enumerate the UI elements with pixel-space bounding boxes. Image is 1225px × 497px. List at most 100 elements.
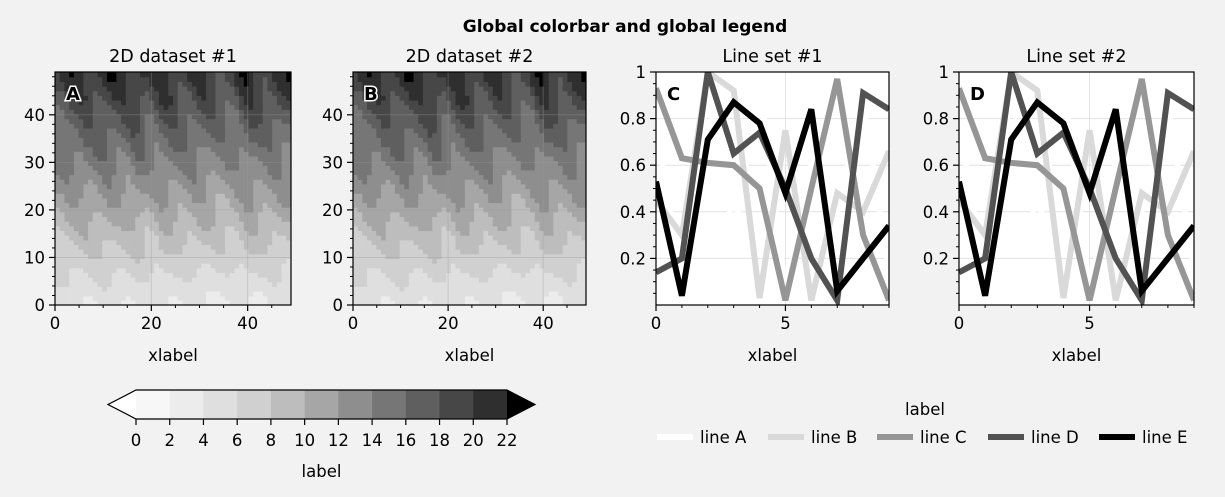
x-tick-label: 40 <box>237 314 258 333</box>
contour-cell <box>206 281 212 287</box>
contour-cell <box>366 95 373 101</box>
contour-cell <box>92 151 99 157</box>
contour-cell <box>408 295 415 301</box>
contour-cell <box>394 174 401 180</box>
contour-cell <box>502 137 508 143</box>
contour-cell <box>427 109 433 115</box>
contour-cell <box>371 211 377 218</box>
contour-cell <box>224 235 231 241</box>
contour-cell <box>257 193 264 199</box>
contour-cell <box>408 202 415 208</box>
contour-cell <box>371 230 377 236</box>
contour-cell <box>64 193 70 199</box>
contour-cell <box>539 151 545 157</box>
contour-cell <box>385 239 391 246</box>
contour-cell <box>215 291 221 297</box>
contour-cell <box>102 72 108 78</box>
contour-cell <box>248 85 254 92</box>
contour-cell <box>572 249 578 255</box>
contour-cell <box>88 291 94 297</box>
contour-cell <box>362 118 368 124</box>
contour-cell <box>55 118 61 124</box>
contour-cell <box>257 230 264 236</box>
contour-cell <box>562 202 568 208</box>
contour-cell <box>390 123 396 129</box>
contour-cell <box>281 202 287 208</box>
contour-cell <box>224 202 231 208</box>
contour-cell <box>139 165 146 171</box>
contour-cell <box>530 193 536 199</box>
contour-cell <box>229 85 235 92</box>
contour-cell <box>492 81 499 87</box>
contour-cell <box>220 109 226 115</box>
contour-cell <box>158 113 165 120</box>
contour-cell <box>357 109 363 115</box>
contour-cell <box>469 202 475 208</box>
contour-cell <box>187 132 193 138</box>
contour-cell <box>215 197 221 204</box>
contour-cell <box>432 179 438 185</box>
contour-cell <box>408 104 415 110</box>
contour-cell <box>168 160 174 166</box>
contour-cell <box>366 263 373 269</box>
contour-cell <box>106 263 113 269</box>
contour-cell <box>450 202 457 208</box>
contour-cell <box>572 225 578 232</box>
contour-cell <box>248 127 254 134</box>
contour-cell <box>139 141 146 148</box>
contour-cell <box>135 258 141 264</box>
contour-cell <box>413 174 419 180</box>
contour-cell <box>562 272 568 278</box>
axes-frame <box>54 71 292 306</box>
contour-cell <box>432 118 438 124</box>
contour-cell <box>257 291 264 297</box>
contour-cell <box>562 193 568 199</box>
contour-cell <box>111 109 117 115</box>
contour-cell <box>64 239 70 246</box>
contour-cell <box>206 291 212 297</box>
contour-cell <box>206 99 212 106</box>
contour-cell <box>78 277 84 283</box>
contour-cell <box>64 267 70 273</box>
contour-cell <box>366 109 373 115</box>
contour-cell <box>432 277 438 283</box>
contour-cell <box>210 291 217 297</box>
contour-cell <box>362 137 368 143</box>
contour-cell <box>253 258 259 264</box>
contour-cell <box>83 127 89 134</box>
contour-cell <box>262 202 268 208</box>
contour-cell <box>492 230 499 236</box>
contour-cell <box>483 272 489 278</box>
contour-cell <box>399 90 405 96</box>
contour-cell <box>173 95 179 101</box>
contour-cell <box>102 169 108 176</box>
contour-cell <box>196 113 202 120</box>
contour-cell <box>366 211 373 218</box>
contour-cell <box>441 281 447 287</box>
contour-cell <box>177 132 184 138</box>
contour-cell <box>243 244 250 250</box>
contour-cell <box>464 132 471 138</box>
contour-cell <box>191 174 198 180</box>
contour-cell <box>163 239 169 246</box>
contour-cell <box>121 127 127 134</box>
contour-cell <box>272 272 278 278</box>
contour-cell <box>450 235 457 241</box>
contour-cell <box>83 286 89 292</box>
contour-cell <box>59 267 66 273</box>
contour-cell <box>544 267 550 273</box>
contour-cell <box>88 263 94 269</box>
contour-cell <box>492 76 499 82</box>
contour-cell <box>446 76 452 82</box>
contour-cell <box>441 113 447 120</box>
contour-cell <box>257 235 264 241</box>
contour-cell <box>248 230 254 236</box>
contour-cell <box>177 286 184 292</box>
contour-cell <box>168 113 174 120</box>
contour-cell <box>353 85 359 92</box>
contour-cell <box>121 146 127 152</box>
contour-cell <box>106 281 113 287</box>
contour-cell <box>399 267 405 273</box>
contour-cell <box>173 197 179 204</box>
contour-cell <box>206 81 212 87</box>
